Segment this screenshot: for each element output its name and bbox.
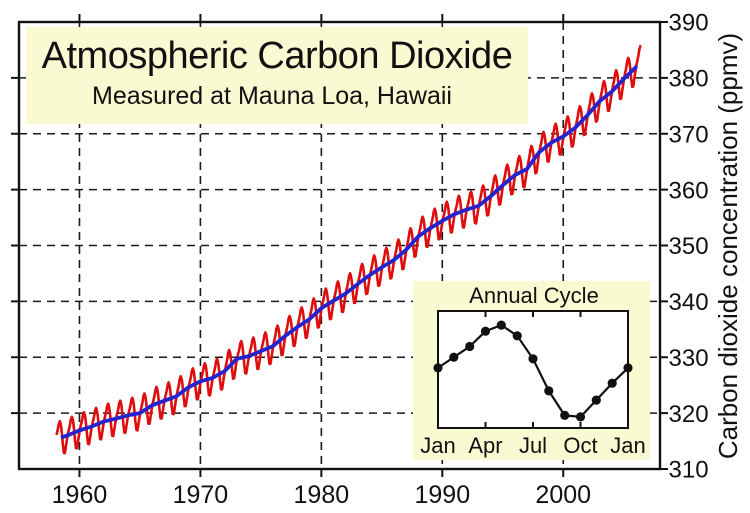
x-tick-label-1960: 1960	[52, 481, 108, 509]
y-tick-label-330: 330	[669, 345, 709, 372]
x-tick-label-1980: 1980	[294, 481, 350, 509]
inset-data-point	[607, 378, 617, 388]
x-tick-label-2000: 2000	[535, 481, 591, 509]
inset-data-point	[465, 341, 475, 352]
y-tick-label-320: 320	[669, 401, 709, 428]
inset-data-point	[544, 386, 554, 396]
x-tick-label-1990: 1990	[414, 481, 470, 509]
inset-data-point	[433, 363, 443, 373]
y-tick-label-340: 340	[669, 289, 709, 316]
y-tick-label-310: 310	[669, 457, 709, 484]
inset-month-label-4: Jan	[610, 433, 645, 458]
inset-data-point	[560, 410, 570, 420]
inset-data-point	[480, 326, 491, 336]
x-tick-label-1970: 1970	[173, 481, 229, 509]
inset-data-point	[591, 395, 601, 405]
inset-data-point	[623, 363, 633, 373]
data-curves	[55, 44, 642, 455]
title-panel	[26, 27, 528, 124]
monthly-co2-line	[55, 44, 642, 455]
inset-month-label-3: Oct	[563, 433, 597, 458]
y-axis-label: Carbon dioxide concentration (ppmv)	[713, 33, 743, 459]
chart-subtitle: Measured at Mauna Loa, Hawaii	[92, 82, 452, 110]
inset-data-point	[449, 352, 459, 362]
axis-ticks	[11, 14, 668, 477]
axis-tick-labels: 1960 1970 1980 1990 2000 310 320 330 340 350 360 37…	[52, 10, 709, 509]
y-tick-label-370: 370	[669, 121, 709, 148]
y-tick-label-360: 360	[669, 177, 709, 204]
inset-data-point	[528, 354, 538, 364]
inset-month-label-1: Apr	[468, 433, 502, 458]
inset-month-label-2: Jul	[519, 433, 547, 458]
inset-data-point	[512, 331, 522, 341]
chart-title: Atmospheric Carbon Dioxide	[42, 35, 513, 77]
annual-trend-line	[60, 65, 638, 439]
y-tick-label-390: 390	[669, 10, 709, 37]
inset-data-point	[496, 320, 506, 330]
y-tick-label-350: 350	[669, 233, 709, 260]
inset-month-label-0: Jan	[420, 433, 455, 458]
inset-data-point	[575, 412, 586, 422]
annual-cycle-inset-plot-frame	[437, 310, 629, 429]
y-tick-label-380: 380	[669, 66, 709, 93]
annual-cycle-inset-content: Jan Apr Jul Oct Jan	[420, 311, 646, 458]
inset-title: Annual Cycle	[469, 283, 599, 308]
